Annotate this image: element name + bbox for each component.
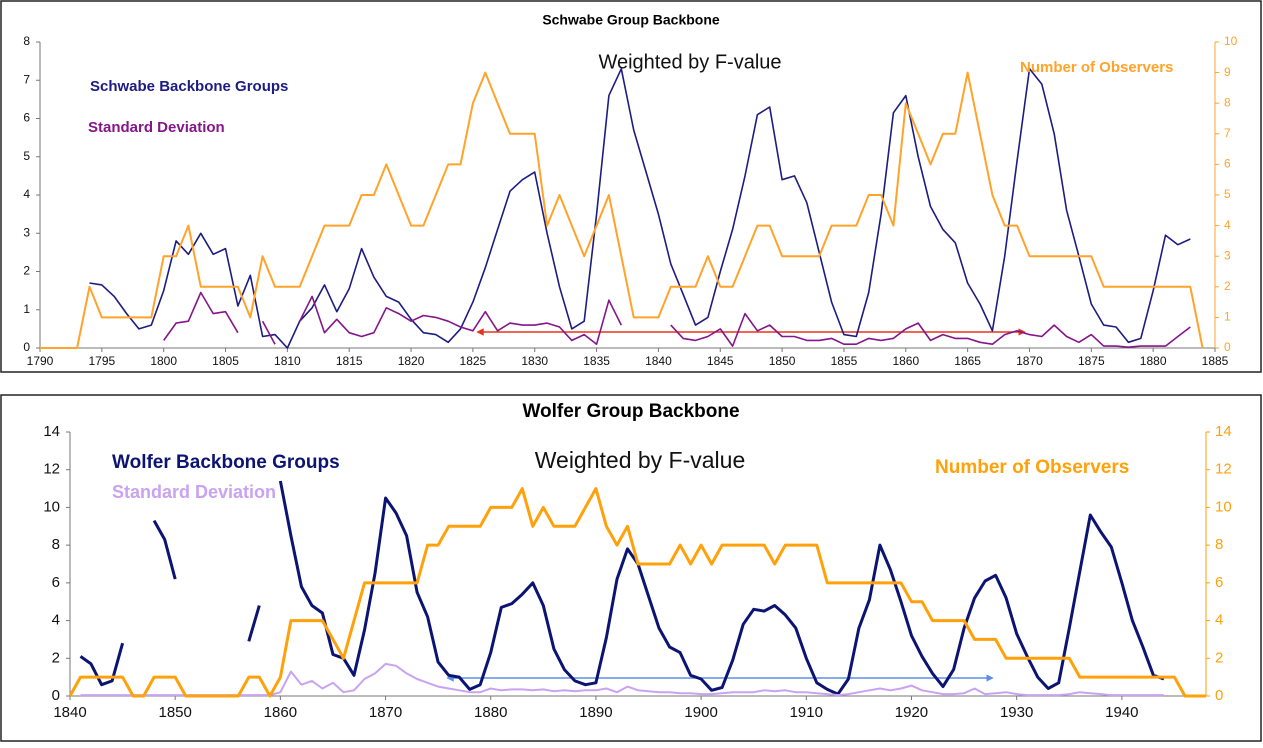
- panel-frame: [0, 394, 1262, 742]
- x-tick-label: 1825: [460, 354, 487, 368]
- x-tick-label: 1860: [264, 704, 297, 721]
- x-tick-label: 1815: [336, 354, 363, 368]
- x-tick-label: 1850: [158, 704, 191, 721]
- legend-label: Number of Observers: [1020, 59, 1173, 76]
- legend-label: Standard Deviation: [88, 119, 225, 136]
- annotation: Weighted by F-value: [598, 51, 781, 73]
- y-tick-label: 0: [23, 340, 30, 354]
- x-tick-label: 1855: [831, 354, 858, 368]
- legend-label: Number of Observers: [935, 457, 1129, 478]
- y2-tick-label: 7: [1224, 126, 1231, 140]
- y-tick-label: 6: [52, 574, 60, 591]
- x-tick-label: 1910: [790, 704, 823, 721]
- y-tick-label: 4: [23, 187, 30, 201]
- y2-tick-label: 14: [1215, 423, 1232, 440]
- x-tick-label: 1870: [369, 704, 402, 721]
- x-tick-label: 1890: [579, 704, 612, 721]
- x-tick-label: 1880: [474, 704, 507, 721]
- x-tick-label: 1930: [1000, 704, 1033, 721]
- y2-tick-label: 6: [1215, 574, 1223, 591]
- y-tick-label: 14: [43, 423, 60, 440]
- x-tick-label: 1850: [769, 354, 796, 368]
- y2-tick-label: 8: [1224, 95, 1231, 109]
- x-tick-label: 1880: [1140, 354, 1167, 368]
- y-tick-label: 7: [23, 72, 30, 86]
- x-tick-label: 1845: [707, 354, 734, 368]
- y2-tick-label: 3: [1224, 248, 1231, 262]
- y-tick-label: 3: [23, 225, 30, 239]
- annotation: Weighted by F-value: [535, 447, 746, 473]
- y-tick-label: 0: [52, 687, 60, 704]
- x-tick-label: 1865: [954, 354, 981, 368]
- legend-label: Wolfer Backbone Groups: [112, 452, 340, 473]
- y-tick-label: 1: [23, 302, 30, 316]
- x-tick-label: 1920: [895, 704, 928, 721]
- x-tick-label: 1790: [27, 354, 54, 368]
- y-tick-label: 2: [23, 264, 30, 278]
- chart-title: Schwabe Group Backbone: [542, 12, 720, 28]
- legend-label: Schwabe Backbone Groups: [90, 78, 288, 95]
- y-tick-label: 12: [43, 461, 60, 478]
- series-line: [40, 71, 1204, 349]
- series-line: [68, 487, 1206, 698]
- chart-title: Wolfer Group Backbone: [522, 401, 739, 422]
- x-tick-label: 1875: [1078, 354, 1105, 368]
- y2-tick-label: 0: [1215, 687, 1223, 704]
- x-tick-label: 1940: [1105, 704, 1138, 721]
- x-tick-label: 1800: [150, 354, 177, 368]
- x-tick-label: 1810: [274, 354, 301, 368]
- y2-tick-label: 5: [1224, 187, 1231, 201]
- series-line: [79, 480, 1165, 696]
- y2-tick-label: 10: [1215, 498, 1232, 515]
- y2-tick-label: 10: [1224, 34, 1238, 48]
- x-tick-label: 1805: [212, 354, 239, 368]
- x-tick-label: 1830: [521, 354, 548, 368]
- panel-frame: [0, 0, 1262, 373]
- x-tick-label: 1840: [53, 704, 86, 721]
- y2-tick-label: 2: [1215, 649, 1223, 666]
- y2-tick-label: 2: [1224, 279, 1231, 293]
- y-tick-label: 6: [23, 111, 30, 125]
- y-tick-label: 8: [52, 536, 60, 553]
- x-tick-label: 1870: [1016, 354, 1043, 368]
- x-tick-label: 1840: [645, 354, 672, 368]
- legend-label: Standard Deviation: [112, 482, 276, 502]
- y-tick-label: 4: [52, 612, 60, 629]
- y-tick-label: 10: [43, 498, 60, 515]
- x-tick-label: 1860: [892, 354, 919, 368]
- y2-tick-label: 9: [1224, 65, 1231, 79]
- series-line: [80, 662, 1164, 697]
- y2-tick-label: 1: [1224, 310, 1231, 324]
- x-tick-label: 1885: [1202, 354, 1229, 368]
- y2-tick-label: 4: [1215, 612, 1223, 629]
- y2-tick-label: 4: [1224, 218, 1231, 232]
- y2-tick-label: 12: [1215, 461, 1232, 478]
- x-tick-label: 1795: [88, 354, 115, 368]
- y2-tick-label: 0: [1224, 340, 1231, 354]
- y2-tick-label: 8: [1215, 536, 1223, 553]
- x-tick-label: 1820: [398, 354, 425, 368]
- x-tick-label: 1900: [684, 704, 717, 721]
- y-tick-label: 8: [23, 34, 30, 48]
- y2-tick-label: 6: [1224, 157, 1231, 171]
- x-tick-label: 1835: [583, 354, 610, 368]
- series-line: [163, 291, 1191, 348]
- y-tick-label: 5: [23, 149, 30, 163]
- y-tick-label: 2: [52, 649, 60, 666]
- series-line: [89, 68, 1191, 349]
